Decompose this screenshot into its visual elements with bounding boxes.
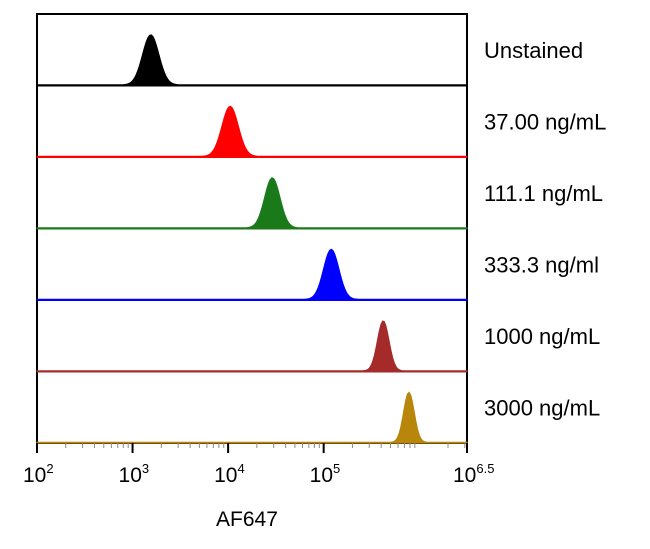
series-histogram-3 <box>36 177 468 230</box>
series-label-2: 37.00 ng/mL <box>484 109 606 134</box>
series-label-4: 333.3 ng/ml <box>484 252 599 277</box>
x-axis-label: AF647 <box>216 508 278 531</box>
series-histogram-2 <box>36 105 468 158</box>
x-tick-label: 105 <box>310 461 341 487</box>
series-label-3: 111.1 ng/mL <box>484 181 603 206</box>
series-histogram-6 <box>36 391 468 444</box>
series-histogram-1 <box>36 34 468 87</box>
series-label-5: 1000 ng/mL <box>484 324 600 349</box>
x-tick-label: 106.5 <box>453 461 494 487</box>
series-label-1: Unstained <box>484 38 583 63</box>
series-label-6: 3000 ng/mL <box>484 395 600 420</box>
series-layer <box>36 34 468 444</box>
series-histogram-5 <box>36 320 468 373</box>
series-labels: Unstained 37.00 ng/mL 111.1 ng/mL 333.3 ng/… <box>484 38 606 421</box>
x-tick-label: 103 <box>119 461 150 487</box>
x-tick-label: 102 <box>23 461 54 487</box>
series-histogram-4 <box>36 248 468 301</box>
x-axis: 102 103 104 105 106.5 <box>23 443 494 487</box>
x-tick-label: 104 <box>214 461 245 487</box>
